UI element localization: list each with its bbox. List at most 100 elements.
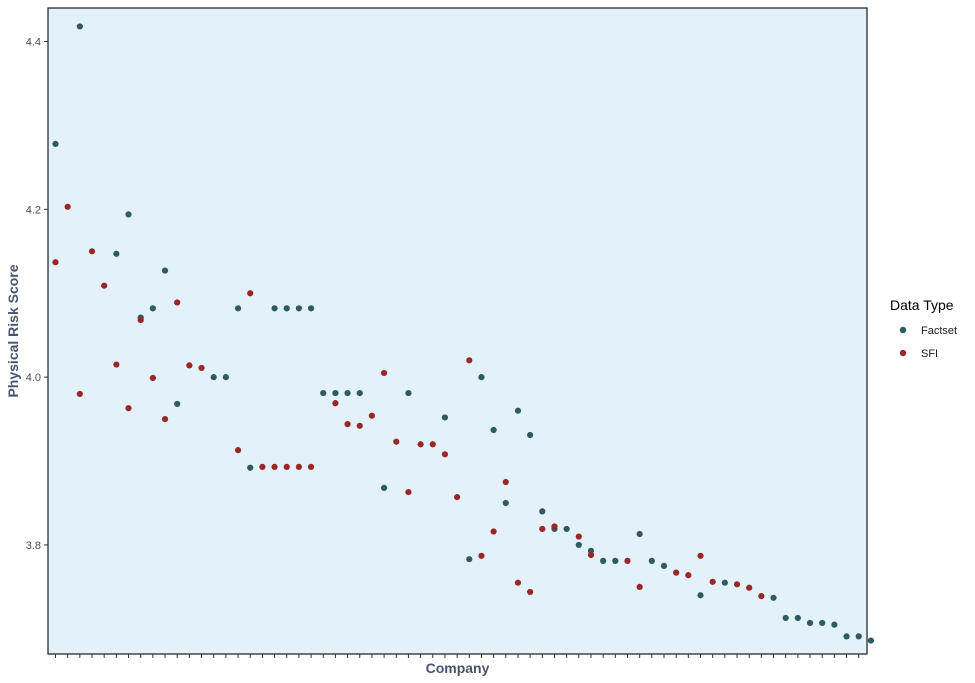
point-sfi xyxy=(539,525,546,533)
point-factset xyxy=(125,211,132,218)
point-sfi xyxy=(551,523,558,530)
point-factset xyxy=(782,614,789,622)
point-sfi xyxy=(417,441,424,448)
point-factset xyxy=(247,464,254,471)
point-sfi xyxy=(332,400,339,407)
point-sfi xyxy=(709,578,716,585)
point-factset xyxy=(806,619,814,627)
point-sfi xyxy=(186,362,193,369)
point-sfi xyxy=(636,583,643,590)
point-sfi xyxy=(502,478,509,486)
legend-title: Data Type xyxy=(890,297,954,313)
point-factset xyxy=(283,305,290,312)
point-sfi xyxy=(344,421,351,428)
point-factset xyxy=(76,23,83,30)
point-factset xyxy=(149,305,156,312)
point-factset xyxy=(478,374,485,381)
y-tick-label: 4.0 xyxy=(26,372,41,384)
plot-panel xyxy=(47,7,868,655)
point-factset xyxy=(636,530,643,538)
point-sfi xyxy=(490,528,497,535)
point-factset xyxy=(174,400,181,408)
y-axis: 3.8 4.0 4.2 4.4 xyxy=(26,37,48,552)
point-sfi xyxy=(393,438,400,445)
point-factset xyxy=(271,305,278,312)
point-sfi xyxy=(685,572,692,579)
point-factset xyxy=(502,499,509,507)
point-sfi xyxy=(575,533,582,540)
point-sfi xyxy=(405,488,412,496)
point-sfi xyxy=(101,282,108,289)
point-sfi xyxy=(758,593,765,600)
point-factset xyxy=(490,426,497,434)
point-factset xyxy=(575,541,582,549)
point-sfi xyxy=(466,357,473,364)
point-sfi xyxy=(356,422,363,429)
point-factset xyxy=(612,557,619,564)
x-axis xyxy=(55,654,860,658)
point-sfi xyxy=(149,374,156,382)
point-factset xyxy=(660,562,668,570)
point-sfi xyxy=(697,552,704,559)
point-sfi xyxy=(125,405,132,412)
point-factset xyxy=(332,389,339,397)
point-sfi xyxy=(673,569,680,576)
point-sfi xyxy=(527,588,534,596)
y-tick-label: 4.4 xyxy=(26,37,41,49)
point-factset xyxy=(819,619,826,627)
point-sfi xyxy=(624,557,631,564)
point-sfi xyxy=(307,463,315,471)
point-sfi xyxy=(295,463,302,471)
point-factset xyxy=(770,594,777,601)
point-factset xyxy=(867,637,874,644)
point-sfi xyxy=(247,290,254,297)
point-factset xyxy=(721,579,728,586)
point-factset xyxy=(234,305,242,312)
point-sfi xyxy=(259,463,266,471)
legend: Data Type Factset SFI xyxy=(890,297,957,360)
point-factset xyxy=(843,633,850,640)
point-sfi xyxy=(64,203,71,210)
point-factset xyxy=(295,305,302,312)
point-sfi xyxy=(113,361,120,368)
point-factset xyxy=(405,389,412,397)
x-axis-title: Company xyxy=(426,660,490,676)
point-factset xyxy=(466,556,473,563)
point-sfi xyxy=(174,299,181,306)
point-factset xyxy=(514,407,522,414)
point-factset xyxy=(539,508,546,515)
point-sfi xyxy=(137,316,144,324)
point-sfi xyxy=(514,579,522,586)
point-sfi xyxy=(380,369,388,377)
point-sfi xyxy=(234,447,242,454)
point-factset xyxy=(307,305,315,312)
point-sfi xyxy=(441,451,449,458)
point-factset xyxy=(441,414,449,421)
point-sfi xyxy=(478,552,485,559)
point-factset xyxy=(855,633,862,640)
point-sfi xyxy=(429,441,436,448)
point-factset xyxy=(210,374,217,381)
point-factset xyxy=(161,267,169,274)
point-factset xyxy=(831,621,838,628)
point-sfi xyxy=(161,415,169,423)
point-factset xyxy=(356,389,363,397)
point-factset xyxy=(344,389,351,397)
point-sfi xyxy=(88,248,96,255)
point-factset xyxy=(52,140,59,148)
legend-label-sfi: SFI xyxy=(921,348,938,360)
point-sfi xyxy=(733,581,741,588)
point-sfi xyxy=(283,463,290,471)
point-factset xyxy=(222,374,229,381)
point-factset xyxy=(600,557,607,564)
point-sfi xyxy=(368,412,376,419)
point-factset xyxy=(380,484,388,491)
legend-label-factset: Factset xyxy=(921,325,957,337)
point-sfi xyxy=(271,463,278,471)
point-sfi xyxy=(454,494,461,501)
point-factset xyxy=(320,389,327,397)
point-sfi xyxy=(746,584,753,591)
point-factset xyxy=(113,250,120,257)
point-factset xyxy=(563,525,570,533)
